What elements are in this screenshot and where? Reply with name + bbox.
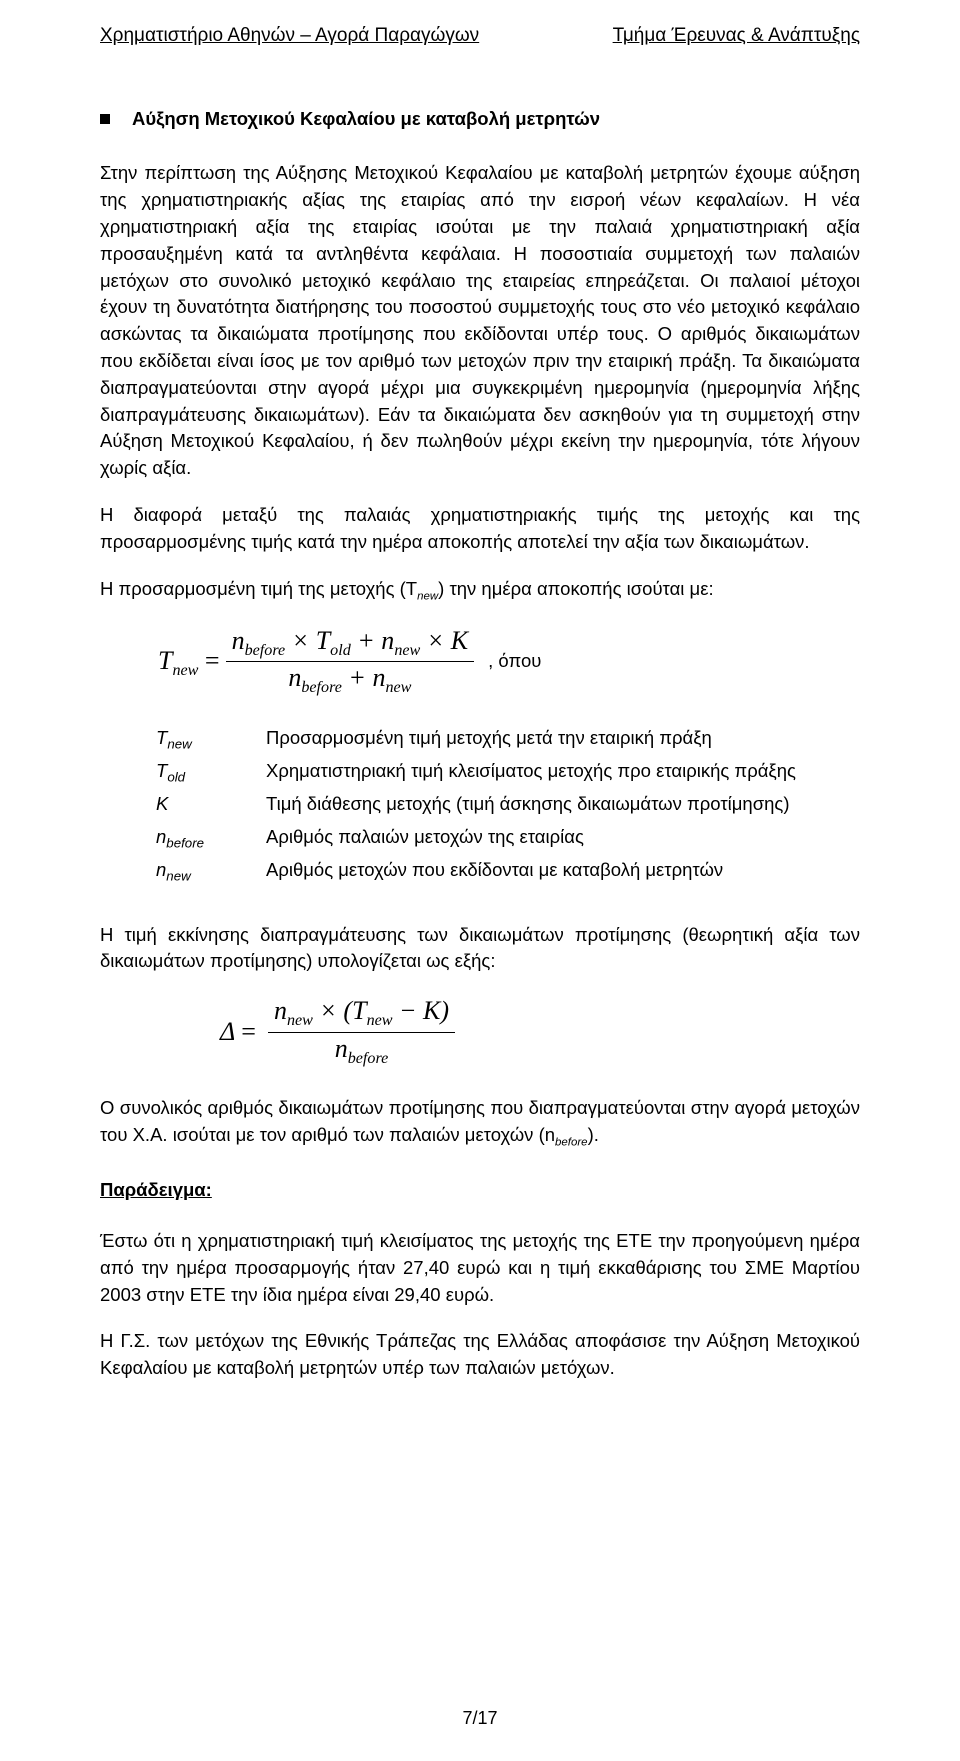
numerator: nnew × (Tnew − K): [268, 995, 455, 1032]
fx: × (T: [319, 996, 366, 1025]
fns: new: [287, 1012, 313, 1029]
paragraph-3: Η προσαρμοσμένη τιμή της μετοχής (Tnew) …: [100, 576, 860, 605]
s2: K: [156, 793, 168, 814]
denominator: nbefore: [268, 1033, 455, 1069]
def-sym: K: [156, 791, 266, 820]
paragraph-2: Η διαφορά μεταξύ της παλαιάς χρηματιστηρ…: [100, 502, 860, 556]
fraction: nbefore × Told + nnew × K nbefore + nnew: [226, 625, 475, 699]
bullet-icon: [100, 114, 110, 124]
header-right: Τμήμα Έρευνας & Ανάπτυξης: [613, 22, 860, 50]
def-row: K Τιμή διάθεσης μετοχής (τιμή άσκησης δι…: [156, 791, 860, 820]
page: Χρηματιστήριο Αθηνών – Αγορά Παραγώγων Τ…: [0, 0, 960, 1761]
ss3: before: [166, 835, 204, 850]
section-heading: Αύξηση Μετοχικού Κεφαλαίου με καταβολή μ…: [100, 106, 860, 133]
s1: T: [156, 760, 167, 781]
def-text: Αριθμός μετοχών που εκδίδονται με καταβο…: [266, 857, 723, 886]
s4: n: [156, 859, 166, 880]
ss4: new: [166, 868, 190, 883]
header-left: Χρηματιστήριο Αθηνών – Αγορά Παραγώγων: [100, 22, 479, 50]
ss0: new: [167, 736, 191, 751]
def-text: Αριθμός παλαιών μετοχών της εταιρίας: [266, 824, 584, 853]
fdns: before: [348, 1050, 389, 1067]
fraction: nnew × (Tnew − K) nbefore: [268, 995, 455, 1069]
formula-delta: Δ = nnew × (Tnew − K) nbefore: [220, 995, 860, 1069]
page-number: 7/17: [0, 1705, 960, 1731]
definitions: Tnew Προσαρμοσμένη τιμή μετοχής μετά την…: [156, 725, 860, 886]
n1: n: [232, 626, 245, 655]
n1s: before: [245, 642, 286, 659]
lhs-sub: new: [172, 662, 198, 679]
p3-sub: new: [417, 590, 438, 602]
t1s: old: [330, 642, 351, 659]
dn1: n: [288, 663, 301, 692]
def-sym: nnew: [156, 857, 266, 886]
fmk: − K): [399, 996, 449, 1025]
def-text: Προσαρμοσμένη τιμή μετοχής μετά την εται…: [266, 725, 712, 754]
paragraph-4: Η τιμή εκκίνησης διαπραγμάτευσης των δικ…: [100, 922, 860, 976]
lhs-T: T: [158, 646, 172, 675]
plus1: + n: [357, 626, 394, 655]
denominator: nbefore + nnew: [226, 662, 475, 698]
paragraph-1: Στην περίπτωση της Αύξησης Μετοχικού Κεφ…: [100, 160, 860, 482]
dplus: + n: [348, 663, 385, 692]
delta: Δ: [220, 1013, 235, 1051]
def-text: Τιμή διάθεσης μετοχής (τιμή άσκησης δικα…: [266, 791, 789, 820]
paragraph-5: Ο συνολικός αριθμός δικαιωμάτων προτίμησ…: [100, 1095, 860, 1151]
t1: × T: [292, 626, 331, 655]
dn2s: new: [385, 680, 411, 697]
numerator: nbefore × Told + nnew × K: [226, 625, 475, 662]
s0: T: [156, 727, 167, 748]
formula-tnew: Tnew = nbefore × Told + nnew × K nbefore…: [158, 625, 860, 699]
p5a: Ο συνολικός αριθμός δικαιωμάτων προτίμησ…: [100, 1097, 860, 1145]
eq-sign: =: [205, 646, 220, 675]
fts: new: [367, 1012, 393, 1029]
def-row: nnew Αριθμός μετοχών που εκδίδονται με κ…: [156, 857, 860, 886]
paragraph-6: Έστω ότι η χρηματιστηριακή τιμή κλεισίμα…: [100, 1228, 860, 1308]
s3: n: [156, 826, 166, 847]
lhs: Tnew =: [158, 642, 220, 683]
ss1: old: [167, 769, 185, 784]
eq-sign: =: [241, 1013, 256, 1051]
section-title: Αύξηση Μετοχικού Κεφαλαίου με καταβολή μ…: [132, 106, 600, 133]
n2s: new: [394, 642, 420, 659]
def-row: Told Χρηματιστηριακή τιμή κλεισίματος με…: [156, 758, 860, 787]
page-header: Χρηματιστήριο Αθηνών – Αγορά Παραγώγων Τ…: [100, 22, 860, 50]
fdn: n: [335, 1034, 348, 1063]
def-sym: Tnew: [156, 725, 266, 754]
paragraph-7: Η Γ.Σ. των μετόχων της Εθνικής Τράπεζας …: [100, 1328, 860, 1382]
fn: n: [274, 996, 287, 1025]
dn1s: before: [301, 680, 342, 697]
p3-prefix: Η προσαρμοσμένη τιμή της μετοχής (T: [100, 578, 417, 599]
where-label: , όπου: [488, 648, 541, 675]
example-heading: Παράδειγμα:: [100, 1177, 860, 1204]
p5sub: before: [555, 1136, 588, 1148]
def-row: Tnew Προσαρμοσμένη τιμή μετοχής μετά την…: [156, 725, 860, 754]
p3-suffix: ) την ημέρα αποκοπής ισούται με:: [438, 578, 713, 599]
def-row: nbefore Αριθμός παλαιών μετοχών της εται…: [156, 824, 860, 853]
def-sym: nbefore: [156, 824, 266, 853]
k: × K: [427, 626, 468, 655]
def-sym: Told: [156, 758, 266, 787]
def-text: Χρηματιστηριακή τιμή κλεισίματος μετοχής…: [266, 758, 796, 787]
p5b: ).: [588, 1124, 599, 1145]
